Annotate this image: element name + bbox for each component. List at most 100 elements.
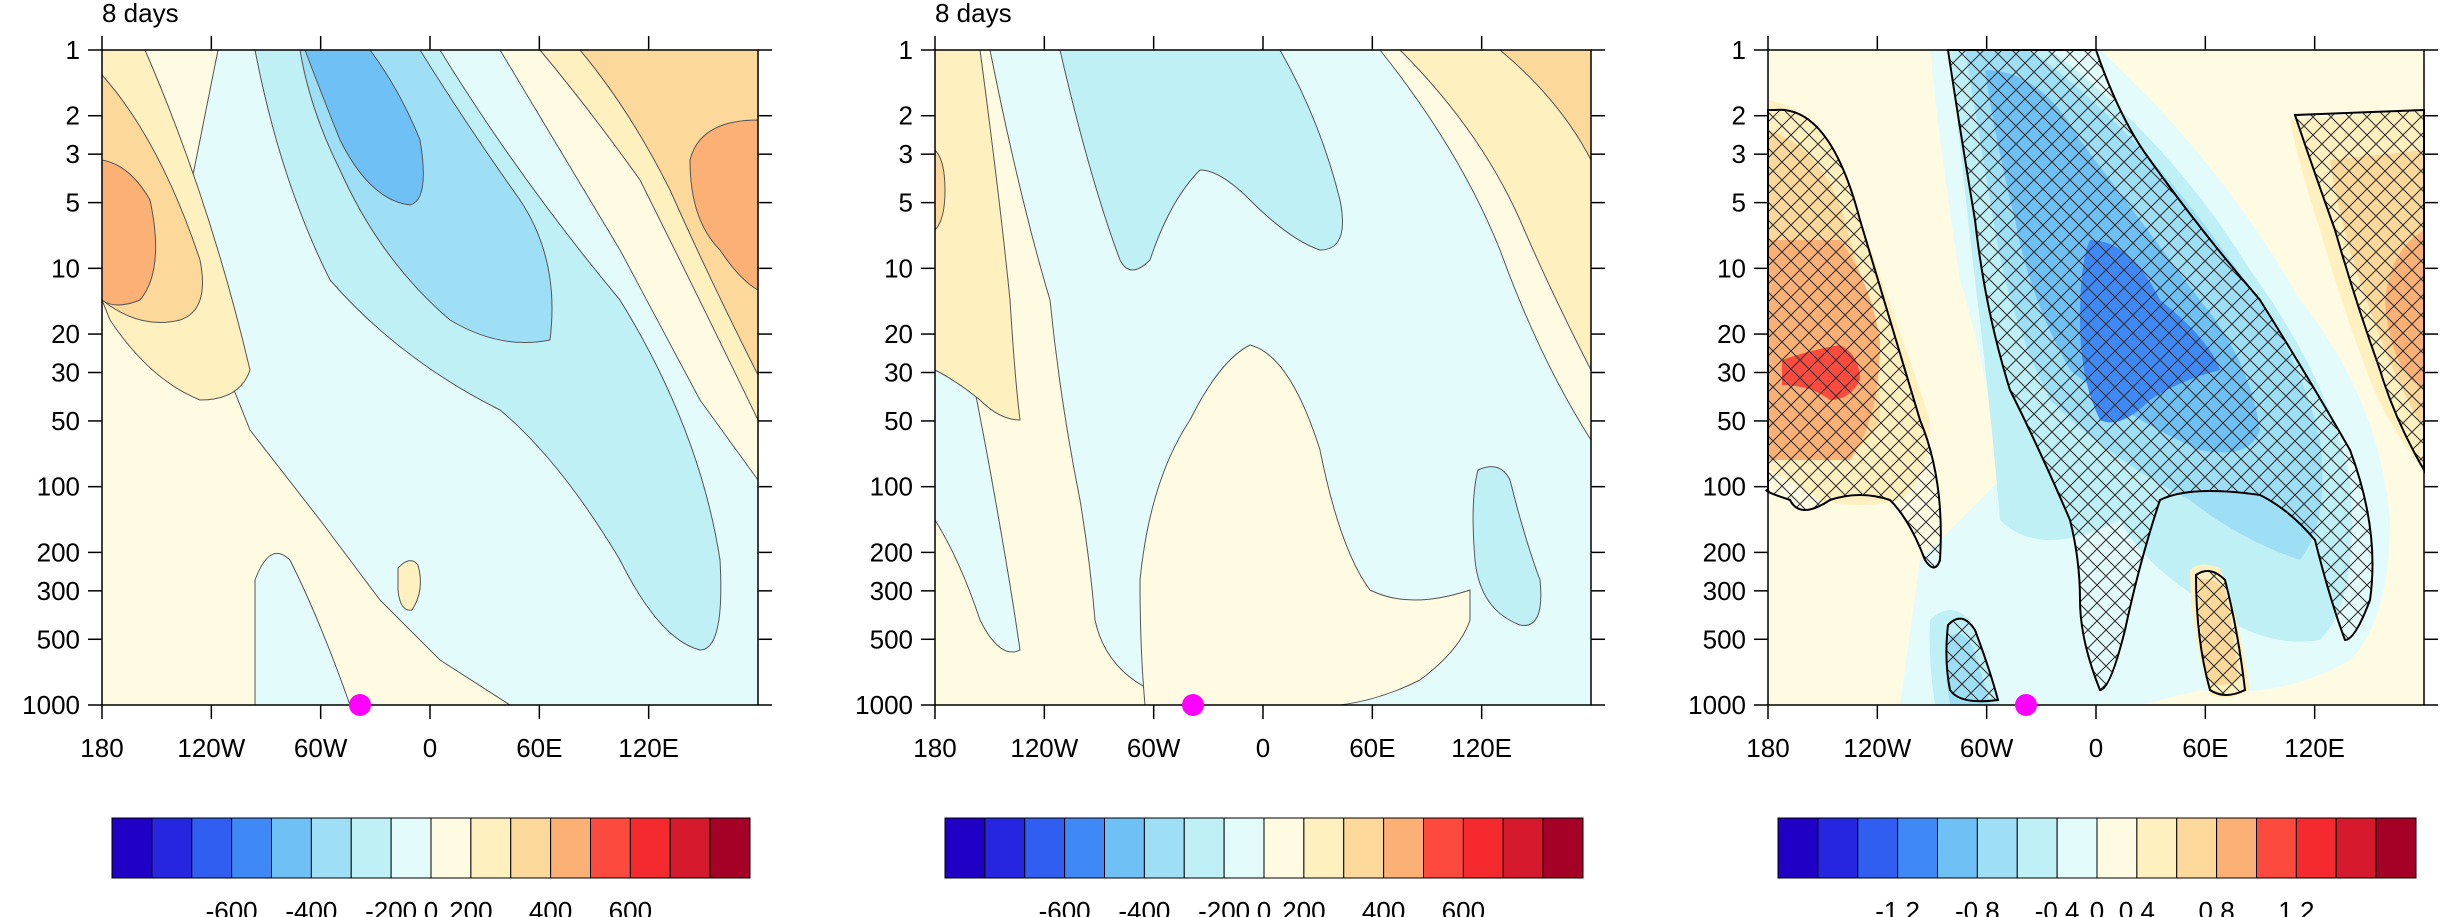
y-tick-label: 10 (1717, 253, 1746, 283)
y-tick-label: 5 (66, 188, 80, 218)
x-axis: 180 120W 60W 0 60E 120E (80, 36, 679, 763)
colorbar-swatch (1064, 817, 1105, 879)
colorbar-swatch (1897, 817, 1938, 879)
y-tick-label: 500 (1703, 624, 1746, 654)
contour-region (397, 560, 421, 611)
colorbar-swatch (2256, 817, 2297, 879)
contour-region (1398, 49, 1592, 371)
colorbar-swatch (390, 817, 432, 879)
colorbar-swatch (1383, 817, 1424, 879)
hatched-region (2293, 108, 2425, 474)
contour-region (1059, 49, 1343, 271)
colorbar-swatch (510, 817, 552, 879)
colorbar-swatch (271, 817, 312, 879)
x-tick-label: 0 (2089, 733, 2103, 763)
hatched-region (1945, 617, 2000, 703)
y-tick-label: 200 (1703, 537, 1746, 567)
y-tick-label: 500 (37, 624, 80, 654)
colorbar-swatch (470, 817, 512, 879)
y-tick-label: 2 (899, 101, 913, 131)
y-tick-label: 30 (884, 358, 913, 388)
colorbar-swatch (1857, 817, 1899, 879)
colorbar-label: 0 (424, 896, 438, 917)
y-tick-label: 5 (1732, 188, 1746, 218)
contour-region (689, 119, 759, 291)
y-tick-label: 5 (899, 188, 913, 218)
colorbar-swatch (1502, 817, 1544, 879)
colorbar-swatch (111, 817, 153, 879)
colorbar-swatch (984, 817, 1026, 879)
y-tick-label: 1000 (855, 690, 913, 720)
y-tick-label: 1 (66, 35, 80, 65)
y-tick-label: 300 (37, 576, 80, 606)
x-axis: 180 120W 60W 0 60E 120E (1746, 36, 2345, 763)
hatched-region (1765, 108, 1942, 569)
colorbar-swatch (1976, 817, 2018, 879)
contour-region (304, 49, 424, 206)
colorbar-swatch (1024, 817, 1066, 879)
x-axis: 180 120W 60W 0 60E 120E (913, 36, 1512, 763)
colorbar-swatch (1423, 817, 1464, 879)
colorbar: -1.2 -0.8 -0.4 0 0.4 0.8 1.2 (1777, 817, 2417, 917)
colorbar-swatch (1104, 817, 1145, 879)
colorbar-swatch (590, 817, 631, 879)
contour-region (934, 49, 1021, 421)
contour-region (1139, 344, 1471, 706)
colorbar-swatch (2096, 817, 2138, 879)
colorbar-label: 0.4 (2119, 896, 2155, 917)
colorbar: -600 -400 -200 0 200 400 600 (111, 817, 751, 917)
colorbar-swatch (350, 817, 392, 879)
colorbar-swatch (2375, 817, 2417, 879)
colorbar-label: 600 (609, 896, 652, 917)
x-tick-label: 120E (2284, 733, 2345, 763)
colorbar-swatch (151, 817, 193, 879)
colorbar-swatch (430, 817, 472, 879)
colorbar-swatch (2216, 817, 2257, 879)
y-tick-label: 200 (870, 537, 913, 567)
x-tick-label: 180 (1746, 733, 1789, 763)
y-tick-label: 50 (1717, 406, 1746, 436)
colorbar-swatch (1223, 817, 1265, 879)
colorbar-label: 0.8 (2199, 896, 2235, 917)
colorbar-label: 400 (1362, 896, 1405, 917)
colorbar-swatch (2136, 817, 2178, 879)
colorbar-label: 400 (529, 896, 572, 917)
colorbar-swatch (1343, 817, 1385, 879)
colorbar-swatch (1143, 817, 1185, 879)
colorbar-swatch (1303, 817, 1345, 879)
colorbar: -600 -400 -200 0 200 400 600 (944, 817, 1584, 917)
colorbar-label: -600 (1039, 896, 1091, 917)
contour-region (934, 148, 946, 232)
y-axis: 1 2 3 5 10 20 30 50 100 200 300 500 1000 (22, 35, 772, 720)
y-tick-label: 1 (899, 35, 913, 65)
x-tick-label: 60E (2182, 733, 2228, 763)
y-tick-label: 200 (37, 537, 80, 567)
y-tick-label: 2 (66, 101, 80, 131)
colorbar-swatch (1542, 817, 1584, 879)
y-tick-label: 10 (51, 253, 80, 283)
x-tick-label: 120W (1843, 733, 1911, 763)
y-tick-label: 100 (1703, 472, 1746, 502)
colorbar-swatch (550, 817, 591, 879)
colorbar-swatch (310, 817, 352, 879)
location-marker (349, 694, 371, 716)
colorbar-label: -0.8 (1955, 896, 2000, 917)
y-tick-label: 1000 (1688, 690, 1746, 720)
colorbar-label: 600 (1442, 896, 1485, 917)
colorbar-swatch (669, 817, 711, 879)
x-tick-label: 180 (913, 733, 956, 763)
contour-region (254, 552, 351, 706)
colorbar-label: 1.2 (2278, 896, 2314, 917)
y-tick-label: 500 (870, 624, 913, 654)
colorbar-swatch (191, 817, 233, 879)
colorbar-label: 200 (1282, 896, 1325, 917)
colorbar-label: 0 (1257, 896, 1271, 917)
x-tick-label: 60W (1960, 733, 2014, 763)
y-tick-label: 20 (51, 319, 80, 349)
x-tick-label: 120W (177, 733, 245, 763)
colorbar-swatch (709, 817, 751, 879)
y-tick-label: 20 (1717, 319, 1746, 349)
y-tick-label: 300 (870, 576, 913, 606)
